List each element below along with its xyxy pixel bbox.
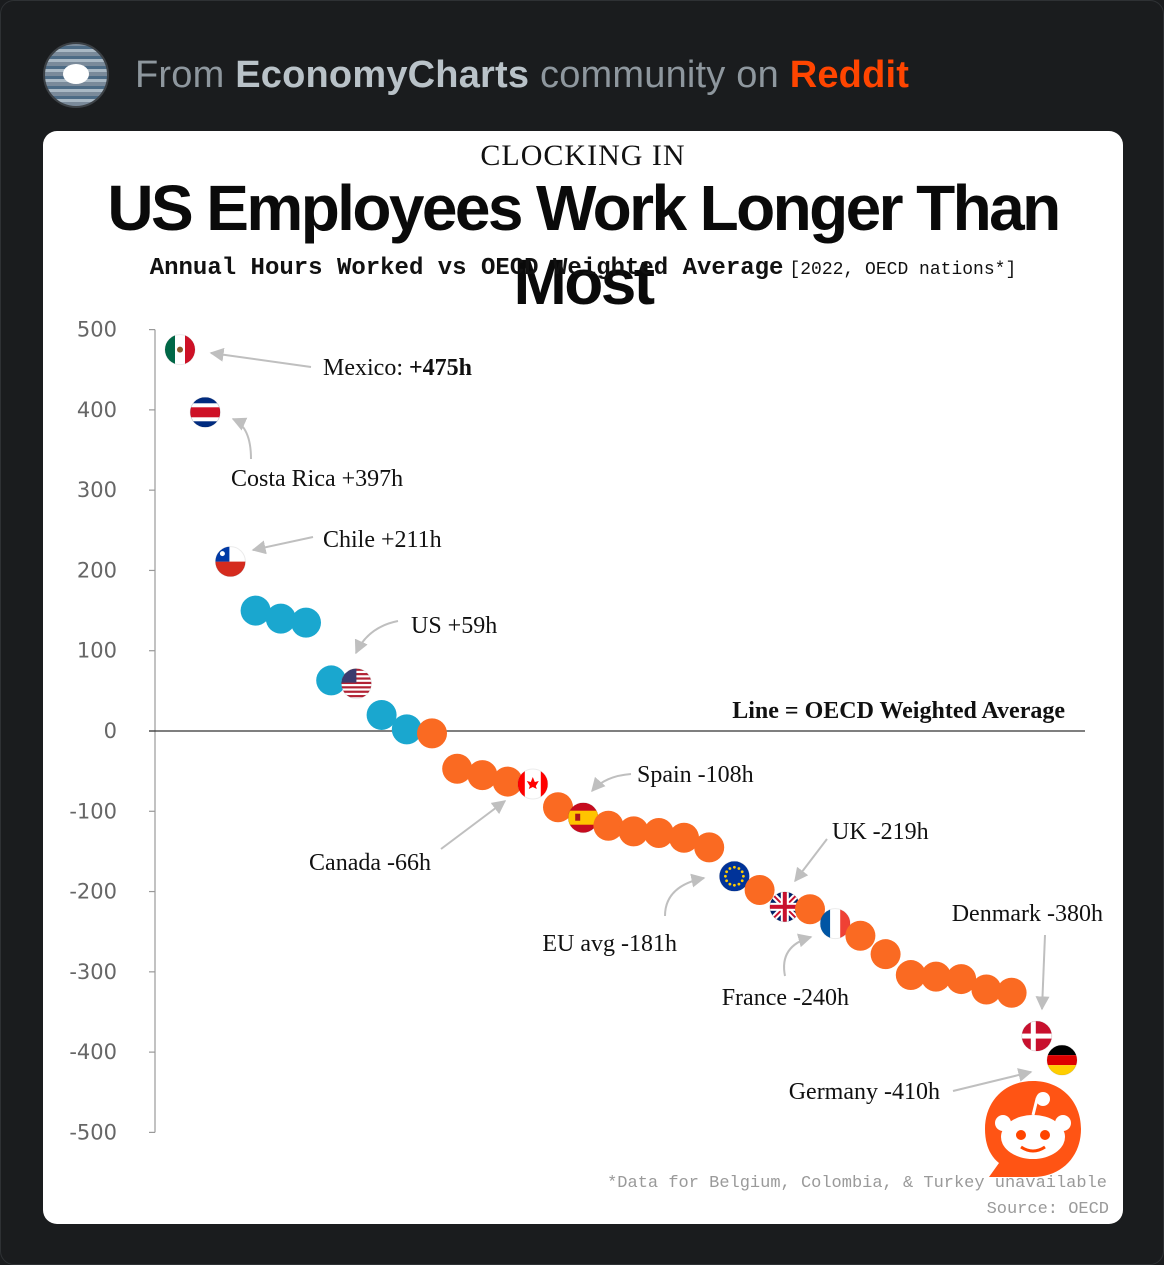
data-point — [643, 817, 674, 848]
costa-rica-flag-icon — [189, 396, 221, 428]
header-middle: community on — [529, 53, 790, 96]
annotation-labels: Mexico: +475h Costa Rica +397h Chile +211h… — [231, 355, 1103, 1105]
annotation-arrow — [440, 800, 507, 850]
source-note: Source: OECD — [987, 1200, 1109, 1219]
spain-flag-icon — [567, 802, 599, 834]
data-point — [543, 792, 573, 823]
annotation-label: EU avg -181h — [542, 931, 677, 957]
annotation-label: Chile +211h — [323, 527, 442, 553]
data-points — [164, 334, 1078, 1076]
annotation-label: Spain -108h — [637, 762, 754, 788]
chart-subtitle-note: [2022, OECD nations*] — [789, 260, 1017, 280]
chart-card: CLOCKING IN US Employees Work Longer Tha… — [43, 131, 1123, 1224]
data-point — [996, 977, 1027, 1008]
annotation-label: Denmark -380h — [952, 901, 1103, 927]
annotation-arrow — [354, 620, 399, 655]
data-point — [240, 595, 271, 626]
canada-flag-icon — [517, 768, 549, 800]
annotation-arrow — [952, 1068, 1033, 1092]
annotation-label: Canada -66h — [309, 850, 431, 876]
france-flag-icon — [819, 908, 851, 940]
data-point — [744, 874, 775, 905]
data-point — [291, 607, 321, 638]
data-point — [265, 603, 296, 634]
y-tick-label: -500 — [69, 1120, 117, 1144]
y-axis: 500 400 300 200 100 0 -100 -200 -300 -400 -500 — [69, 318, 156, 1144]
annotation-label: Mexico: +475h — [323, 355, 472, 381]
chart-subtitle: Annual Hours Worked vs OECD Weighted Ave… — [43, 255, 1123, 282]
footnote: *Data for Belgium, Colombia, & Turkey un… — [607, 1174, 1107, 1193]
community-name-link[interactable]: EconomyCharts — [235, 53, 530, 96]
y-tick-label: 300 — [77, 478, 117, 502]
annotation-arrow — [251, 536, 314, 555]
chart-kicker: CLOCKING IN — [480, 139, 686, 172]
annotation-arrow — [231, 417, 252, 460]
data-point — [492, 766, 523, 797]
annotation-arrow — [209, 347, 312, 368]
data-point — [316, 665, 347, 696]
data-point — [417, 718, 447, 749]
denmark-flag-icon — [1021, 1020, 1053, 1052]
y-tick-label: -200 — [69, 880, 117, 904]
y-tick-label: 0 — [104, 719, 117, 743]
y-tick-label: -100 — [69, 799, 117, 823]
annotation-arrow — [783, 933, 813, 977]
data-point — [618, 816, 649, 847]
annotation-label: France -240h — [722, 985, 849, 1011]
reddit-logo-icon — [985, 1081, 1081, 1177]
data-point — [946, 964, 977, 995]
data-point — [870, 939, 901, 970]
chart-title: US Employees Work Longer Than Most — [107, 172, 1061, 318]
annotation-arrows — [209, 347, 1050, 1092]
community-avatar-icon[interactable] — [43, 42, 109, 108]
eu-flag-icon — [718, 860, 750, 892]
us-flag-icon — [340, 668, 372, 700]
annotation-arrow — [1035, 934, 1050, 1011]
y-tick-label: 500 — [77, 318, 117, 342]
mexico-flag-icon — [164, 334, 196, 366]
post-header: From EconomyCharts community on Reddit — [43, 41, 909, 109]
data-point — [845, 920, 876, 951]
annotation-label: UK -219h — [832, 819, 929, 845]
y-tick-label: 100 — [77, 639, 117, 663]
data-point — [669, 822, 699, 853]
annotation-label: Costa Rica +397h — [231, 466, 403, 492]
reference-line-label: Line = OECD Weighted Average — [732, 698, 1065, 724]
annotation-arrow — [664, 873, 706, 917]
chart-subtitle-main: Annual Hours Worked vs OECD Weighted Ave… — [149, 255, 784, 282]
data-point — [467, 760, 498, 791]
snoo-icon — [63, 64, 89, 84]
data-point — [795, 894, 825, 925]
data-point — [391, 714, 422, 745]
germany-flag-icon — [1046, 1044, 1078, 1076]
y-tick-label: -400 — [69, 1040, 117, 1064]
annotation-arrow — [591, 773, 632, 793]
annotation-label: Germany -410h — [789, 1079, 940, 1105]
chile-flag-icon — [214, 546, 246, 578]
y-tick-label: 200 — [77, 558, 117, 582]
data-point — [921, 961, 951, 992]
data-point — [694, 832, 725, 863]
data-point — [593, 810, 624, 841]
annotation-label: US +59h — [411, 613, 497, 639]
data-point — [442, 753, 473, 784]
y-tick-label: 400 — [77, 398, 117, 422]
reddit-link[interactable]: Reddit — [789, 53, 910, 96]
data-point — [366, 699, 397, 730]
header-text: From EconomyCharts community on Reddit — [135, 54, 909, 97]
y-tick-label: -300 — [69, 960, 117, 984]
data-point — [895, 960, 926, 991]
uk-flag-icon — [769, 891, 801, 923]
annotation-arrow — [794, 838, 828, 883]
data-point — [971, 974, 1002, 1005]
header-prefix: From — [135, 53, 236, 96]
chart-plot: 500 400 300 200 100 0 -100 -200 -300 -400 -500 Mex… — [69, 318, 1109, 1219]
